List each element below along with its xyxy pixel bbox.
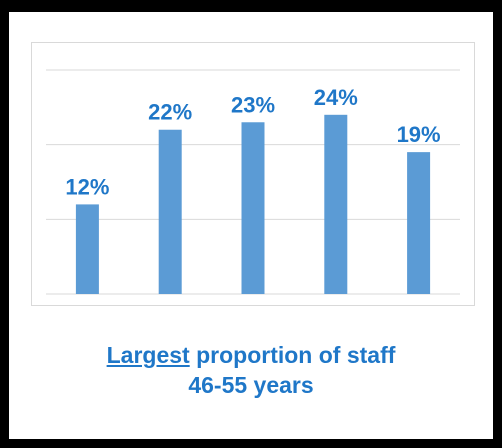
- slide-panel: 12% 22% 23% 24% 19% Largest proportion of st…: [9, 12, 493, 439]
- bar: [75, 204, 99, 294]
- data-label: 12%: [65, 174, 109, 199]
- bar: [324, 114, 348, 294]
- bar: [407, 152, 431, 294]
- bar: [241, 122, 265, 295]
- data-label: 22%: [148, 100, 192, 125]
- bar: [158, 129, 182, 294]
- caption-rest: proportion of staff: [189, 342, 396, 368]
- bar-chart: 12% 22% 23% 24% 19%: [31, 42, 475, 306]
- caption-line-2: 46-55 years: [188, 372, 314, 398]
- caption-emphasis: Largest: [106, 342, 190, 368]
- chart-canvas: 12% 22% 23% 24% 19%: [46, 69, 460, 295]
- caption-line-1: Largest proportion of staff: [9, 340, 493, 370]
- data-label: 19%: [397, 122, 441, 147]
- caption: Largest proportion of staff 46-55 years: [9, 340, 493, 400]
- data-label: 23%: [231, 92, 275, 117]
- data-label: 24%: [314, 85, 358, 110]
